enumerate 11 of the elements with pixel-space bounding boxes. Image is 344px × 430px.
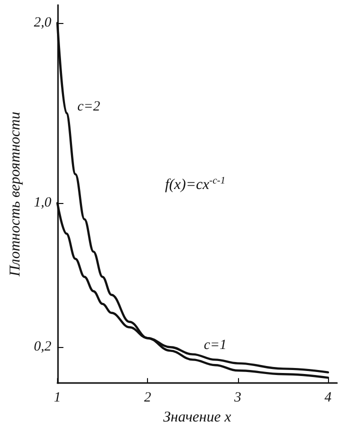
- x-tick-label: 2: [144, 390, 152, 406]
- y-tick-label: 1,0: [34, 196, 52, 211]
- series-label: c=2: [77, 100, 100, 115]
- y-axis-title: Плотность вероятности: [8, 112, 24, 278]
- x-tick-label: 1: [54, 390, 61, 406]
- y-tick-label: 2,0: [34, 16, 52, 31]
- series-label: c=1: [204, 338, 227, 354]
- x-axis-title: Значение x: [163, 410, 232, 426]
- y-tick-label: 0,2: [34, 340, 52, 355]
- x-tick-label: 3: [233, 390, 242, 406]
- x-tick-label: 4: [324, 390, 332, 406]
